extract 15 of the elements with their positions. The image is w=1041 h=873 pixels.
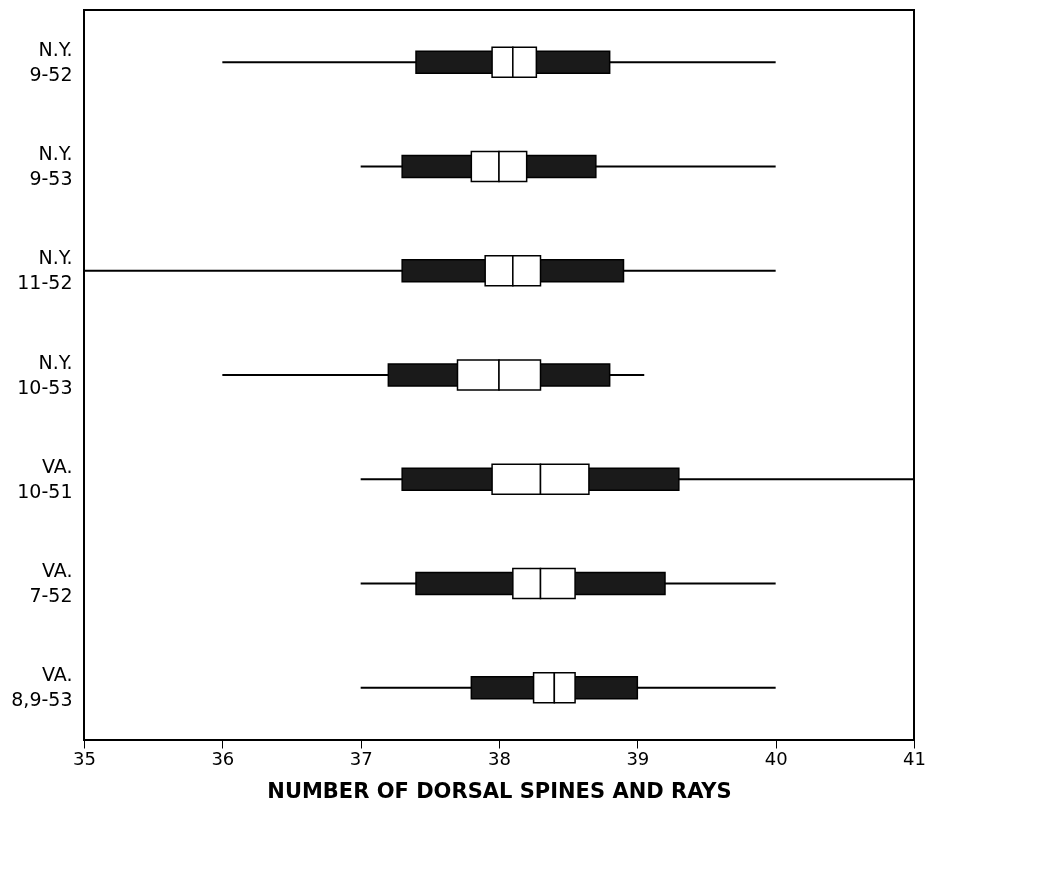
x-tick-label: 35	[73, 747, 96, 769]
x-tick-label: 40	[764, 747, 788, 769]
y-tick-label: N.Y. 10-53	[17, 350, 73, 398]
x-tick-label: 41	[903, 747, 926, 769]
x-tick-label: 38	[488, 747, 511, 769]
y-tick-label: VA. 8,9-53	[11, 663, 73, 711]
x-tick-label: 36	[211, 747, 235, 769]
y-tick-label: VA. 7-52	[29, 559, 73, 607]
x-axis-title: NUMBER OF DORSAL SPINES AND RAYS	[267, 778, 732, 803]
y-tick-label: N.Y. 9-52	[29, 37, 73, 85]
y-tick-label: N.Y. 11-52	[17, 246, 73, 294]
y-tick-label: N.Y. 9-53	[29, 141, 73, 189]
y-tick-label: VA. 10-51	[17, 454, 73, 502]
x-tick-label: 39	[626, 747, 650, 769]
x-tick-label: 37	[349, 747, 373, 769]
